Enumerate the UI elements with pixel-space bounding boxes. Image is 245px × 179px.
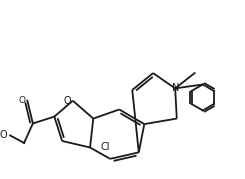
Text: O: O xyxy=(63,96,71,106)
Text: O: O xyxy=(18,96,25,105)
Text: O: O xyxy=(0,130,7,141)
Text: N: N xyxy=(172,83,180,93)
Text: Cl: Cl xyxy=(100,142,110,152)
